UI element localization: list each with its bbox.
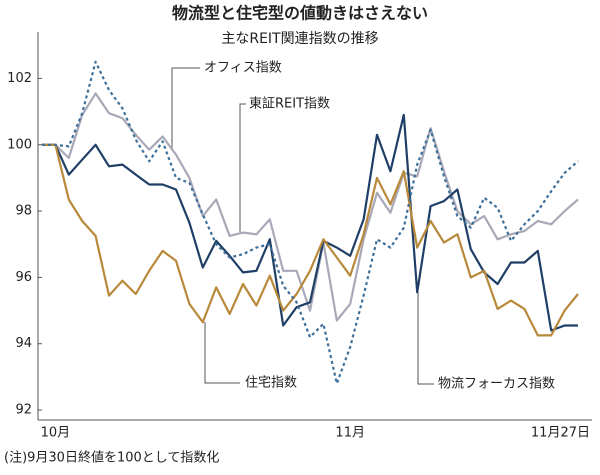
y-tick-label: 98 (15, 204, 32, 219)
x-tick-label: 10月 (41, 426, 71, 441)
series-label: 東証REIT指数 (249, 96, 330, 112)
x-tick-label: 11月27日 (531, 426, 590, 441)
series-label: 物流フォーカス指数 (438, 377, 555, 392)
y-tick-label: 96 (15, 270, 32, 285)
chart-subtitle: 主なREIT関連指数の推移 (221, 31, 378, 47)
y-tick-label: 92 (15, 403, 32, 418)
series-line (42, 60, 579, 385)
series-line (42, 143, 579, 337)
chart-title: 物流型と住宅型の値動きはさえない (172, 4, 428, 23)
y-tick-label: 94 (15, 336, 32, 351)
y-tick-label: 100 (7, 137, 32, 152)
y-tick-label: 102 (7, 71, 32, 86)
note: (注)9月30日終値を100として指数化 (4, 450, 219, 466)
leader-line (417, 292, 434, 385)
series-line (42, 113, 578, 332)
x-tick-label: 11月 (335, 426, 365, 441)
series-label: オフィス指数 (204, 61, 282, 76)
leader-line (171, 67, 200, 148)
leader-line (239, 103, 246, 232)
series-line (42, 92, 579, 322)
series-label: 住宅指数 (245, 376, 297, 391)
leader-line (204, 322, 240, 384)
